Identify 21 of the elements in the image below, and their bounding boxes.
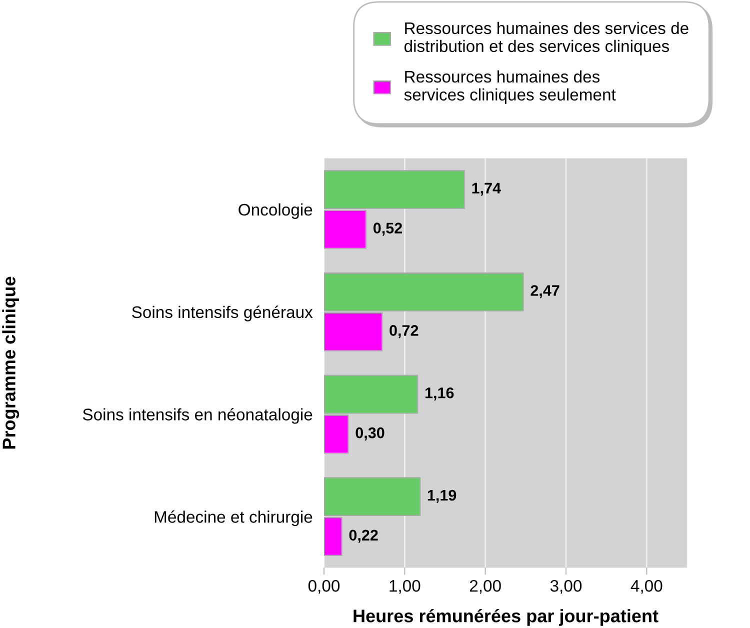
x-tick-label: 3,00 [550, 580, 582, 594]
x-axis-title: Heures rémunérées par jour-patient [354, 608, 658, 626]
y-tick-label: Médecine et chirurgie [154, 510, 312, 526]
y-tick-label: Soins intensifs généraux [132, 306, 313, 322]
data-label: 1,19 [428, 490, 456, 503]
x-tick-label: 1,00 [390, 580, 420, 594]
data-label: 1,74 [472, 182, 501, 196]
x-tick-label: 0,00 [308, 580, 340, 594]
data-label: 2,47 [530, 285, 560, 298]
x-tick-label: 2,00 [470, 580, 501, 594]
y-axis-title: Programme clinique [2, 276, 20, 449]
data-label: 0,22 [349, 530, 378, 543]
data-label: 0,72 [390, 325, 418, 338]
x-tick-label: 4,00 [630, 580, 662, 594]
data-label: 0,52 [373, 222, 402, 236]
y-tick-label: Soins intensifs en néonatalogie [82, 408, 312, 424]
data-label: 1,16 [425, 387, 454, 401]
y-tick-label: Oncologie [238, 203, 312, 219]
legend-label: Ressources humaines des services cliniques seulement [404, 70, 616, 104]
data-label: 0,30 [356, 427, 384, 440]
legend-label: Ressources humaines des services de distribution et des services cliniques [404, 22, 688, 56]
